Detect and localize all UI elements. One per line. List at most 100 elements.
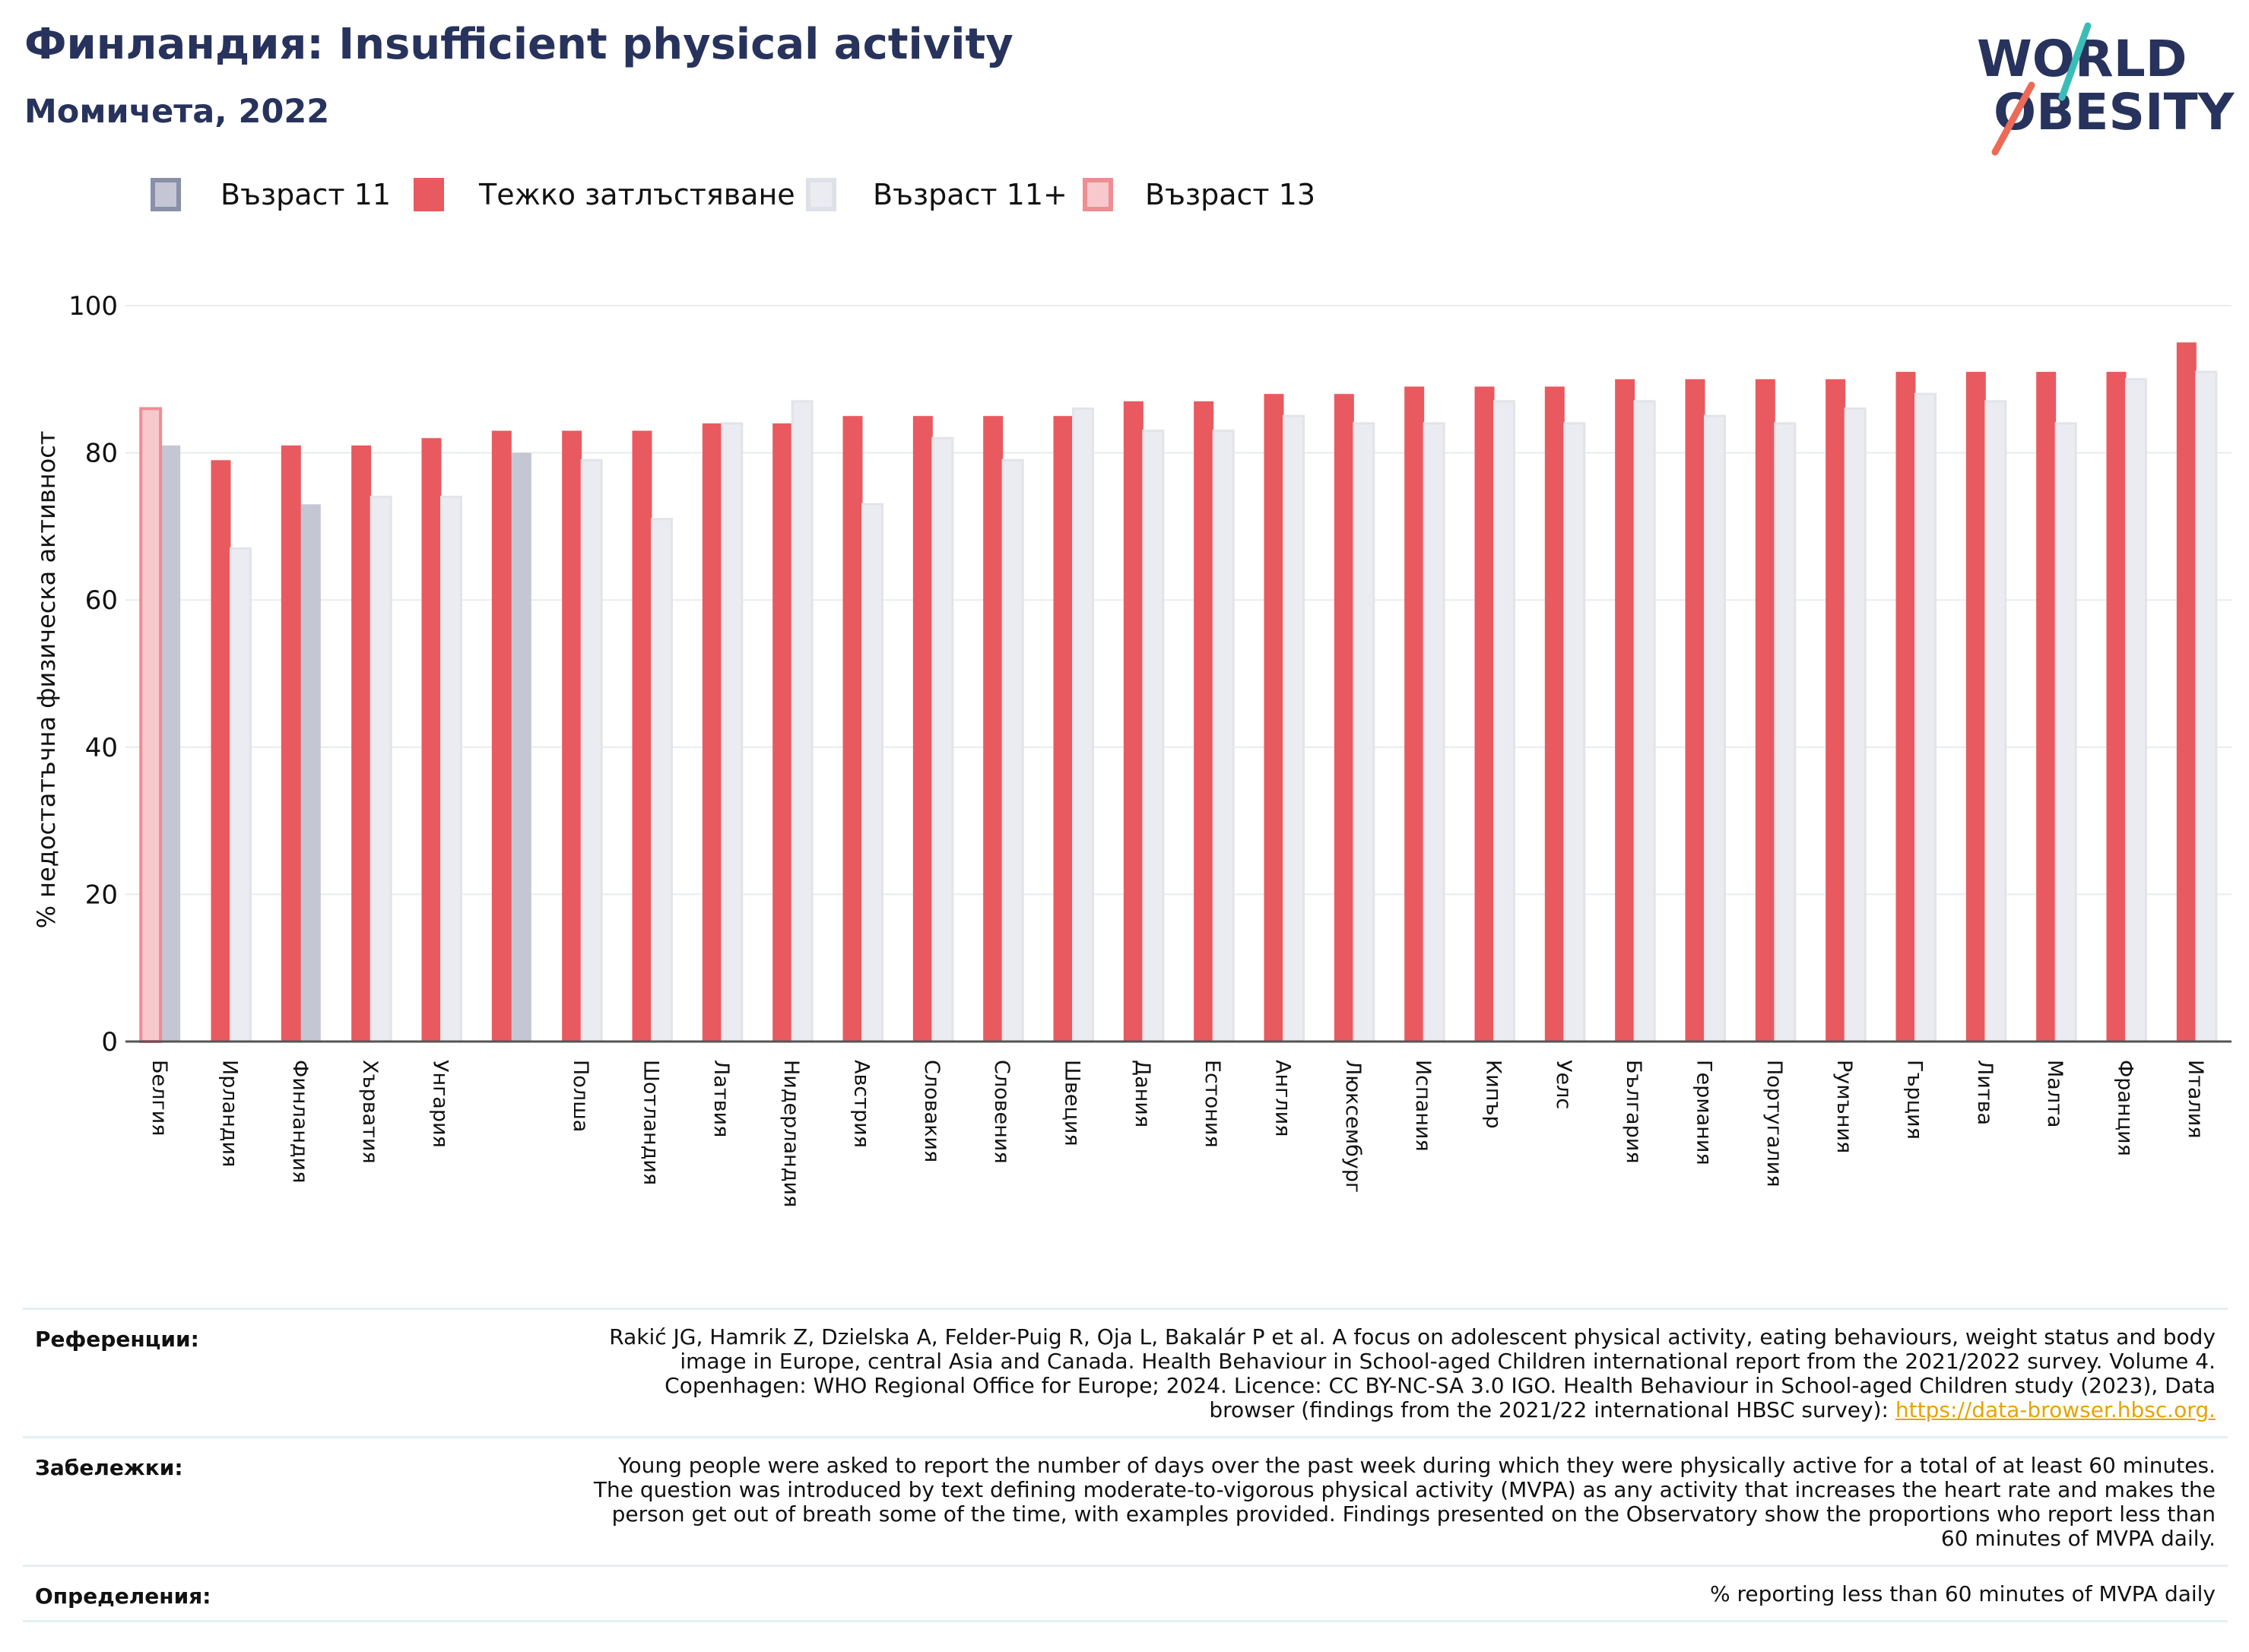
bar-age11plus-9 (791, 400, 814, 1043)
bar-age11plus-24 (1844, 407, 1867, 1043)
page-title: Финландия: Insufficient physical activit… (24, 20, 1013, 69)
bar-age11-5 (511, 452, 531, 1042)
x-tick-label-10: Австрия (850, 1060, 874, 1148)
y-tick-label-20: 20 (85, 880, 118, 910)
bar-obesity-10 (842, 416, 863, 1042)
bar-obesity-6 (562, 430, 582, 1042)
legend-label-age13: Възраст 13 (1145, 178, 1315, 211)
x-tick-label-8: Латвия (709, 1060, 733, 1137)
bar-obesity-11 (912, 416, 933, 1042)
y-axis-title: % недостатъчна физическа активност (32, 431, 61, 929)
legend-swatch-obesity (414, 178, 444, 211)
bar-age11plus-20 (1563, 422, 1586, 1043)
x-tick-label-19: Кипър (1482, 1060, 1505, 1129)
bar-age11plus-7 (651, 518, 673, 1043)
x-tick-label-6: Полша (569, 1060, 592, 1132)
logo-word-obesity: OBESITY (1994, 83, 2235, 141)
bar-obesity-7 (632, 430, 652, 1042)
bar-obesity-5 (491, 430, 512, 1042)
bar-obesity-23 (1755, 379, 1775, 1042)
bar-obesity-28 (2106, 372, 2127, 1042)
x-tick-label-13: Швеция (1061, 1060, 1084, 1146)
bar-obesity-1 (211, 460, 231, 1042)
y-tick-label-100: 100 (68, 291, 118, 322)
references-text-block: Rakić JG, Hamrik Z, Dzielska A, Felder-P… (582, 1325, 2216, 1422)
bar-obesity-2 (281, 445, 301, 1042)
bar-obesity-12 (983, 416, 1004, 1042)
legend-label-obesity: Тежко затлъстяване (479, 178, 795, 211)
x-tick-label-17: Люксембург (1341, 1060, 1365, 1193)
x-tick-label-24: Румъния (1832, 1060, 1856, 1153)
references-row: Референции: Rakić JG, Hamrik Z, Dzielska… (23, 1308, 2228, 1436)
bar-age11plus-6 (580, 458, 603, 1043)
world-obesity-logo: WORLD OBESITY (1977, 22, 2235, 156)
x-tick-label-23: Португалия (1762, 1060, 1786, 1187)
bar-age11plus-4 (440, 496, 462, 1043)
bar-age11plus-22 (1704, 414, 1726, 1043)
hbsc-data-browser-link[interactable]: https://data-browser.hbsc.org. (1895, 1397, 2216, 1422)
x-tick-label-12: Словения (990, 1060, 1013, 1164)
x-tick-label-18: Испания (1411, 1060, 1435, 1152)
bar-age11plus-16 (1283, 414, 1305, 1043)
bar-age11plus-12 (1001, 458, 1024, 1043)
logo-slash-teal (2058, 22, 2092, 101)
legend-swatch-age11 (151, 178, 181, 211)
bar-age11plus-14 (1142, 430, 1165, 1043)
x-tick-label-27: Малта (2043, 1060, 2067, 1127)
x-tick-label-14: Дания (1131, 1060, 1154, 1127)
bar-obesity-24 (1826, 379, 1846, 1042)
page-subtitle: Момичета, 2022 (24, 93, 330, 131)
bar-obesity-9 (772, 423, 793, 1042)
definitions-row: Определения: % reporting less than 60 mi… (23, 1565, 2228, 1622)
bar-age11plus-27 (2054, 422, 2077, 1043)
bar-obesity-21 (1615, 379, 1635, 1042)
x-tick-label-9: Нидерландия (779, 1060, 803, 1207)
legend-label-age11: Възраст 11 (220, 178, 391, 211)
x-tick-label-28: Франция (2114, 1060, 2137, 1156)
x-tick-label-22: Германия (1692, 1060, 1716, 1165)
x-tick-label-29: Италия (2184, 1060, 2207, 1139)
bar-obesity-22 (1685, 379, 1705, 1042)
legend-swatch-age11plus (806, 178, 836, 211)
logo-slash-coral (1991, 81, 2035, 156)
notes-table: Референции: Rakić JG, Hamrik Z, Dzielska… (23, 1308, 2228, 1622)
bar-obesity-13 (1053, 416, 1074, 1042)
bar-obesity-29 (2176, 342, 2197, 1042)
bar-obesity-3 (351, 445, 372, 1042)
bar-age11plus-18 (1423, 422, 1445, 1043)
bar-age11plus-25 (1914, 392, 1937, 1043)
references-text: Rakić JG, Hamrik Z, Dzielska A, Felder-P… (609, 1324, 2216, 1422)
bar-obesity-25 (1895, 372, 1916, 1042)
legend-label-age11plus: Възраст 11+ (873, 178, 1067, 211)
x-tick-label-15: Естония (1201, 1060, 1224, 1148)
bar-age11plus-23 (1774, 422, 1797, 1043)
bar-obesity-4 (421, 438, 442, 1042)
bar-age11plus-11 (931, 436, 954, 1043)
x-tick-label-1: Ирландия (218, 1060, 242, 1167)
definitions-label: Определения: (35, 1584, 211, 1609)
bar-obesity-16 (1264, 394, 1284, 1042)
bar-obesity-19 (1474, 386, 1495, 1042)
bar-age13-0 (139, 407, 163, 1043)
x-tick-label-0: Белгия (148, 1060, 171, 1136)
x-tick-label-2: Финландия (288, 1060, 312, 1183)
remarks-text: Young people were asked to report the nu… (593, 1453, 2216, 1551)
x-tick-label-3: Хърватия (358, 1060, 382, 1164)
x-tick-label-7: Шотландия (639, 1060, 663, 1185)
bar-age11plus-17 (1353, 422, 1375, 1043)
bar-age11plus-21 (1633, 400, 1656, 1043)
bar-age11-2 (300, 504, 321, 1042)
bar-obesity-20 (1544, 386, 1565, 1042)
bar-chart: 0 20 40 60 80 100 % недостатъчна физическа акт… (32, 291, 2232, 1207)
bar-age11plus-28 (2125, 378, 2147, 1043)
bar-age11plus-1 (230, 547, 252, 1043)
bar-age11plus-19 (1493, 400, 1515, 1043)
bar-obesity-8 (702, 423, 722, 1042)
y-tick-label-40: 40 (85, 733, 118, 763)
bar-obesity-26 (1965, 372, 1986, 1042)
bar-age11plus-15 (1212, 430, 1235, 1043)
x-tick-label-16: Англия (1271, 1060, 1295, 1137)
bar-age11plus-29 (2195, 370, 2218, 1043)
bar-age11plus-8 (721, 422, 744, 1043)
legend-swatch-age13 (1083, 178, 1113, 211)
